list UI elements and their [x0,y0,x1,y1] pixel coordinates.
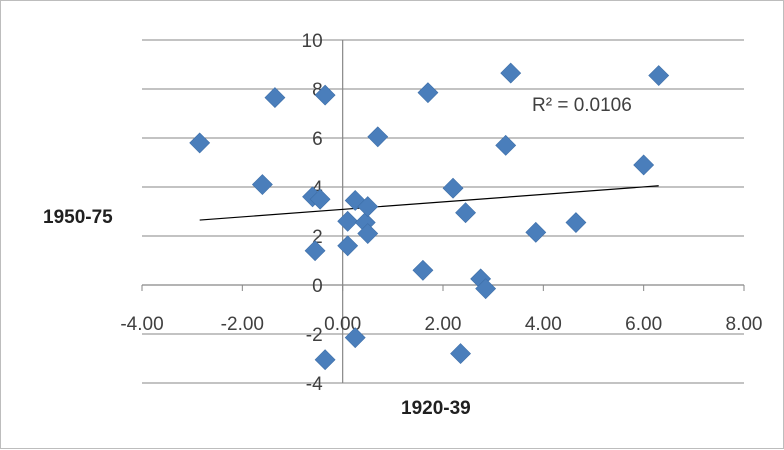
y-tick-label-0: -4 [306,374,323,395]
data-point-25 [525,221,547,243]
axes [141,39,745,384]
data-points [189,62,670,371]
data-point-24 [500,62,522,84]
x-tick-label-0: -4.00 [120,314,163,335]
y-tick-label-7: 10 [302,31,323,52]
data-point-0 [189,132,211,154]
data-point-8 [337,210,359,232]
x-tick-label-5: 6.00 [625,314,662,335]
y-tick-label-3: 2 [312,227,323,248]
data-point-22 [475,278,497,300]
data-point-18 [442,177,464,199]
data-point-15 [367,126,389,148]
data-point-17 [417,82,439,104]
x-tick-label-2: 0.00 [324,314,361,335]
y-tick-label-4: 4 [312,178,323,199]
data-point-9 [337,235,359,257]
data-point-28 [648,65,670,86]
data-point-13 [357,223,379,244]
data-point-26 [565,212,587,233]
data-point-5 [309,188,331,210]
x-tick-label-6: 8.00 [726,314,763,335]
data-point-7 [314,349,336,371]
data-point-14 [357,196,379,218]
data-point-19 [450,343,471,365]
r-squared-label: R² = 0.0106 [532,95,632,116]
x-tick-labels: -4.00 -2.00 0.00 2.00 4.00 6.00 8.00 [120,314,762,335]
y-tick-labels: -4 -2 0 2 4 6 8 10 [302,31,324,395]
data-point-1 [251,174,273,195]
data-point-20 [455,202,476,224]
y-tick-label-6: 8 [312,80,323,101]
x-tick-label-4: 4.00 [525,314,562,335]
x-tick-label-1: -2.00 [221,314,264,335]
y-tick-label-1: -2 [306,325,323,346]
data-point-6 [314,84,336,106]
data-point-11 [344,327,366,349]
x-axis-title: 1920-39 [401,398,471,419]
trendline-group [199,185,659,221]
data-point-2 [264,87,286,108]
data-point-4 [304,240,326,262]
trendline [199,185,659,221]
x-tick-label-3: 2.00 [425,314,462,335]
y-tick-label-5: 6 [312,129,323,150]
data-point-16 [412,259,434,281]
data-point-23 [495,134,517,156]
data-point-27 [633,154,655,176]
gridlines [142,39,744,384]
y-tick-label-2: 0 [312,276,323,297]
y-axis-title: 1950-75 [43,207,113,228]
